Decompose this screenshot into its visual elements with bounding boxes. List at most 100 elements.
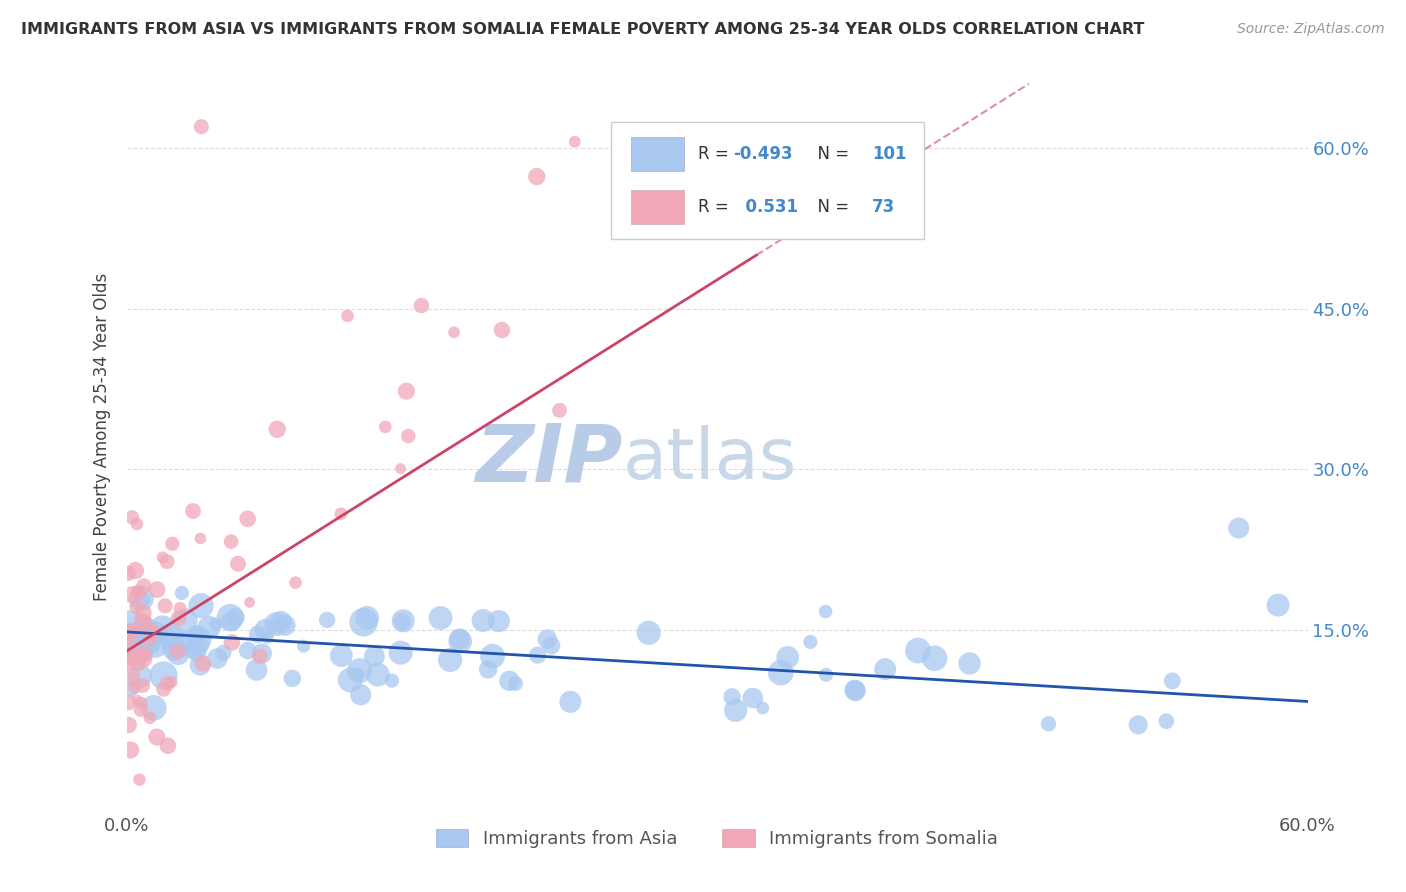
Y-axis label: Female Poverty Among 25-34 Year Olds: Female Poverty Among 25-34 Year Olds	[93, 273, 111, 601]
Point	[724, 703, 747, 717]
Point	[284, 575, 307, 590]
Point	[124, 640, 146, 655]
Text: ZIP: ZIP	[475, 420, 623, 499]
Point	[471, 614, 494, 628]
Point	[152, 550, 174, 565]
Point	[172, 636, 194, 650]
Point	[131, 624, 153, 639]
Point	[120, 624, 142, 639]
Point	[169, 601, 191, 615]
Point	[336, 309, 359, 323]
Point	[152, 668, 174, 682]
Point	[844, 684, 866, 698]
Legend: Immigrants from Asia, Immigrants from Somalia: Immigrants from Asia, Immigrants from So…	[429, 822, 1005, 855]
Point	[146, 582, 169, 597]
Point	[439, 653, 461, 667]
Point	[191, 657, 214, 671]
Point	[356, 611, 378, 625]
Point	[207, 651, 229, 665]
Point	[131, 592, 153, 607]
Point	[443, 326, 465, 340]
Point	[339, 673, 361, 687]
Point	[907, 643, 929, 657]
Point	[125, 648, 148, 662]
Point	[491, 323, 513, 337]
Point	[236, 643, 259, 657]
Point	[124, 681, 146, 695]
Point	[721, 690, 744, 704]
Point	[246, 627, 269, 641]
Point	[187, 639, 209, 653]
Point	[117, 695, 139, 709]
Point	[134, 621, 156, 635]
Point	[127, 637, 149, 651]
Point	[219, 610, 242, 624]
Point	[411, 299, 433, 313]
Point	[1038, 716, 1060, 731]
Point	[374, 420, 396, 434]
Point	[924, 651, 946, 665]
Point	[349, 664, 371, 678]
Point	[776, 650, 799, 665]
Point	[389, 646, 412, 660]
Point	[548, 403, 571, 417]
Point	[391, 615, 413, 629]
Point	[389, 461, 412, 475]
Text: R =: R =	[699, 198, 734, 216]
Point	[1156, 714, 1178, 728]
Point	[270, 615, 292, 629]
Point	[142, 640, 165, 654]
Point	[142, 624, 165, 639]
Point	[162, 537, 184, 551]
Point	[274, 618, 297, 632]
Point	[132, 679, 155, 693]
Point	[769, 665, 792, 680]
Point	[121, 629, 143, 643]
Point	[117, 566, 139, 581]
Point	[205, 617, 228, 632]
Point	[181, 642, 204, 657]
Point	[160, 631, 183, 645]
Point	[166, 644, 188, 658]
Point	[560, 695, 582, 709]
Point	[163, 641, 186, 656]
Point	[256, 630, 278, 644]
Point	[1161, 673, 1184, 688]
Point	[536, 632, 558, 647]
Point	[363, 649, 385, 664]
Point	[353, 615, 375, 630]
Point	[350, 688, 373, 702]
Point	[129, 703, 152, 717]
Point	[117, 615, 139, 629]
Point	[146, 730, 169, 744]
Point	[156, 676, 179, 690]
Point	[124, 564, 146, 578]
Text: 0.531: 0.531	[734, 198, 797, 216]
Point	[814, 605, 837, 619]
Point	[330, 648, 353, 663]
Point	[170, 586, 193, 600]
Point	[238, 595, 260, 609]
Point	[118, 654, 141, 668]
Point	[121, 510, 143, 524]
Point	[815, 668, 838, 682]
Text: IMMIGRANTS FROM ASIA VS IMMIGRANTS FROM SOMALIA FEMALE POVERTY AMONG 25-34 YEAR : IMMIGRANTS FROM ASIA VS IMMIGRANTS FROM …	[21, 22, 1144, 37]
Point	[143, 638, 166, 652]
Point	[564, 135, 586, 149]
Point	[449, 634, 471, 648]
Point	[741, 691, 763, 706]
Point	[212, 646, 235, 660]
Point	[396, 429, 419, 443]
Point	[120, 743, 142, 757]
Point	[127, 693, 149, 707]
Point	[367, 667, 389, 681]
Point	[526, 648, 548, 662]
Point	[186, 627, 208, 641]
Point	[219, 534, 242, 549]
Point	[190, 120, 212, 134]
Point	[152, 682, 174, 697]
Point	[132, 617, 155, 632]
Point	[190, 532, 212, 546]
Point	[249, 649, 271, 664]
Point	[153, 599, 176, 613]
